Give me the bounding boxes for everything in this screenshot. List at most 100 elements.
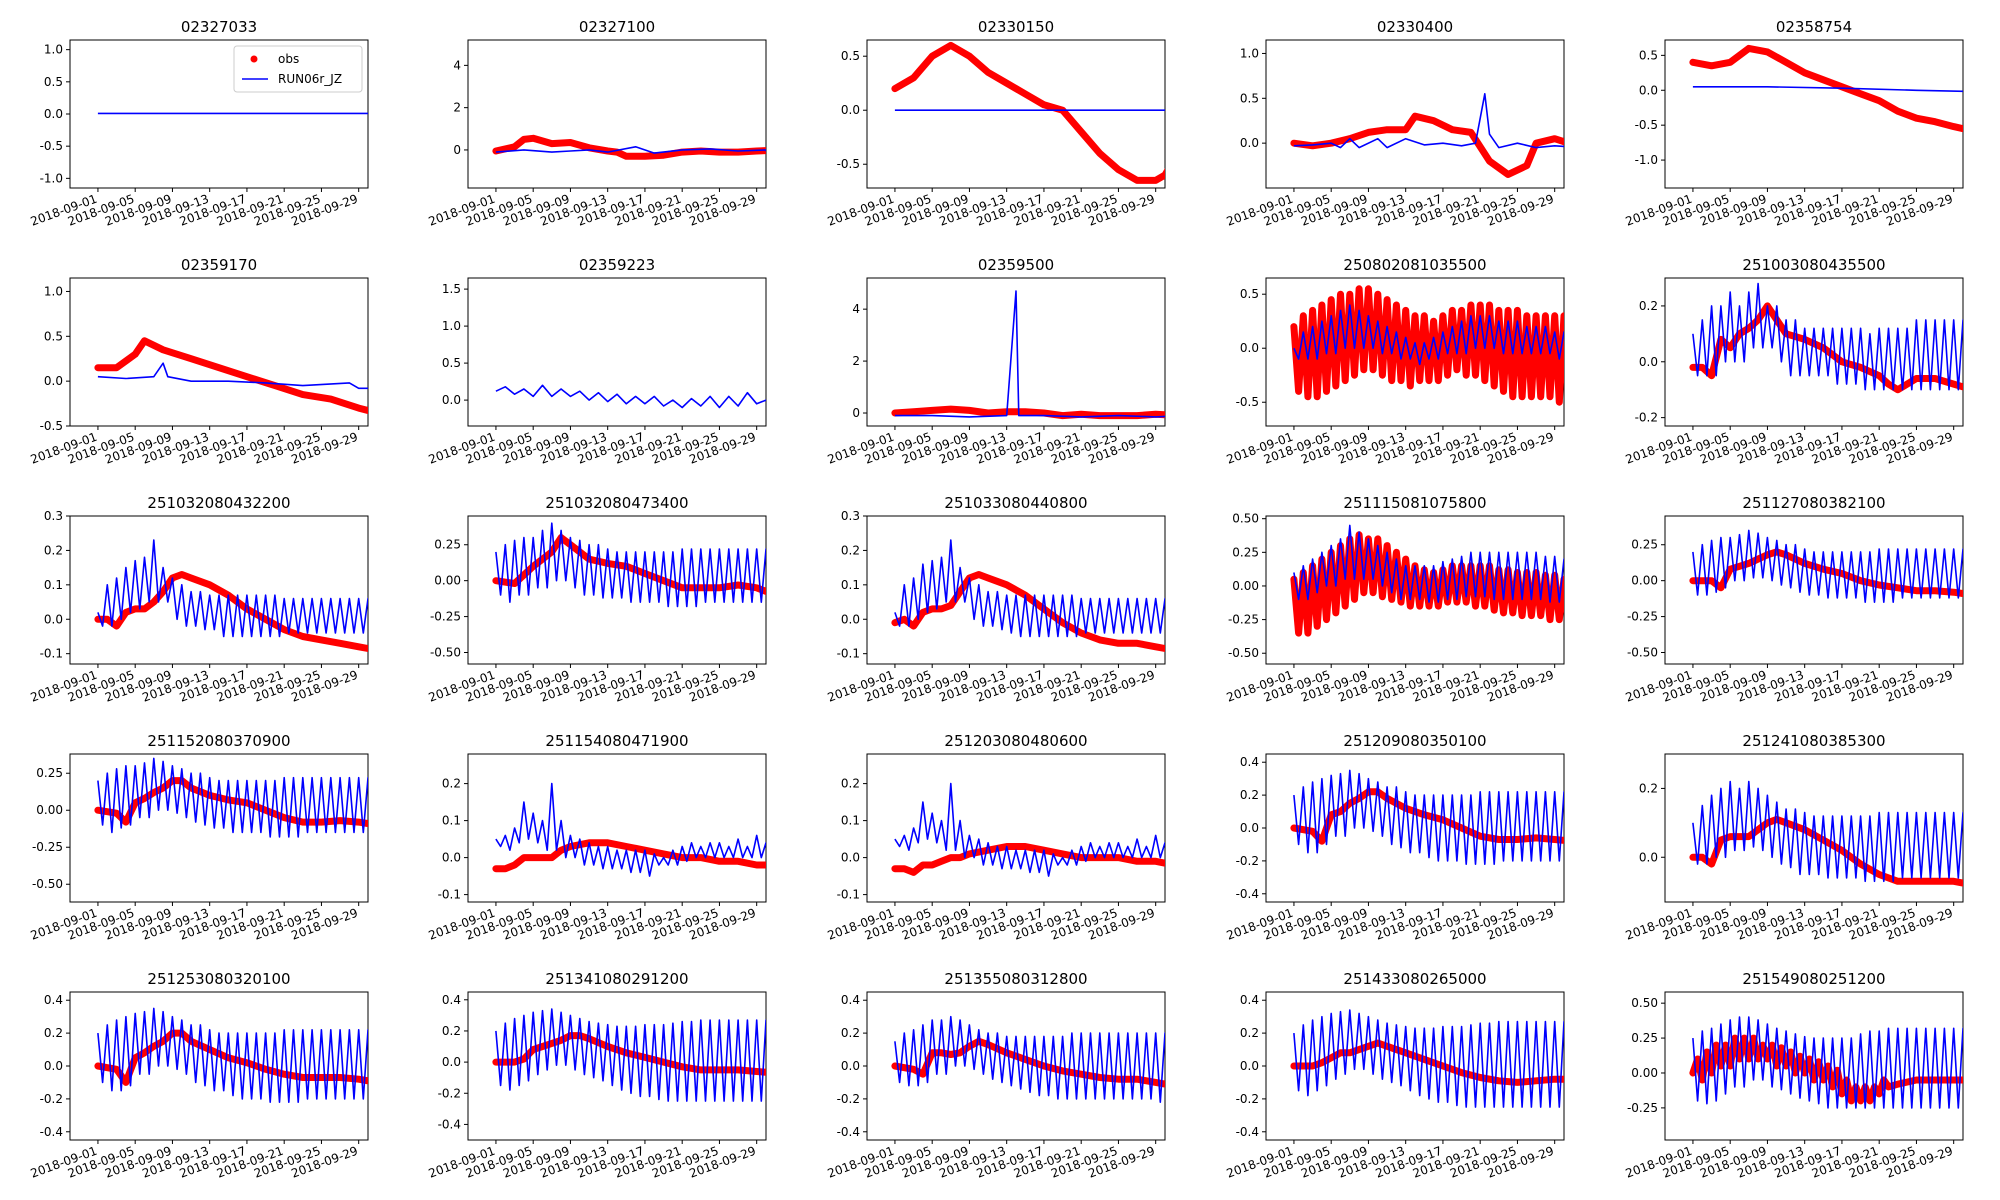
- y-tick-label: 1.0: [44, 284, 63, 298]
- model-series: [1293, 769, 1564, 866]
- subplot-02359500: 023595000242018-09-012018-09-052018-09-0…: [826, 256, 1166, 467]
- subplot-02327100: 023271000242018-09-012018-09-052018-09-0…: [427, 18, 767, 229]
- model-series: [1293, 1009, 1564, 1108]
- subplot-title: 251115081075800: [1343, 494, 1486, 512]
- subplot-02359223: 023592230.00.51.01.52018-09-012018-09-05…: [427, 256, 767, 467]
- y-tick-label: -0.50: [1228, 646, 1259, 660]
- y-tick-label: 0.3: [44, 509, 63, 523]
- subplot-251127080382100: 251127080382100-0.50-0.250.000.252018-09…: [1624, 494, 1964, 705]
- obs-series: [492, 134, 766, 160]
- y-tick-label: -0.2: [438, 1086, 461, 1100]
- y-tick-label: 0.2: [1240, 1026, 1259, 1040]
- y-tick-label: 0.00: [1631, 574, 1658, 588]
- y-tick-label: 0.0: [841, 851, 860, 865]
- y-tick-label: 0.25: [1232, 545, 1259, 559]
- y-tick-label: 0.00: [36, 803, 63, 817]
- y-tick-label: -0.4: [40, 1125, 63, 1139]
- y-tick-label: 0.1: [442, 814, 461, 828]
- y-tick-label: 0.00: [1232, 579, 1259, 593]
- y-tick-label: 0.25: [1631, 538, 1658, 552]
- obs-series: [1689, 815, 1963, 887]
- obs-series: [1290, 531, 1564, 637]
- y-tick-label: -0.5: [40, 139, 63, 153]
- y-tick-label: -0.1: [837, 647, 860, 661]
- legend-model-label: RUN06r_JZ: [278, 72, 342, 86]
- legend-box: [233, 45, 363, 93]
- subplot-title: 251003080435500: [1742, 256, 1885, 274]
- subplot-251115081075800: 251115081075800-0.50-0.250.000.250.50201…: [1225, 494, 1565, 705]
- y-tick-label: -0.5: [837, 157, 860, 171]
- y-tick-label: 0.4: [1240, 993, 1259, 1007]
- subplot-title: 02327100: [579, 18, 655, 36]
- model-series: [1692, 1016, 1963, 1109]
- model-series: [495, 522, 766, 608]
- legend-obs-label: obs: [278, 52, 299, 66]
- y-tick-label: -0.2: [1635, 411, 1658, 425]
- y-tick-label: -0.1: [837, 888, 860, 902]
- y-tick-label: 0.3: [841, 509, 860, 523]
- obs-series: [492, 839, 766, 873]
- model-series: [1293, 524, 1564, 603]
- y-tick-label: 0.2: [44, 1026, 63, 1040]
- model-series: [97, 539, 368, 638]
- subplot-title: 251253080320100: [147, 970, 290, 988]
- y-tick-label: 1.0: [44, 43, 63, 57]
- y-tick-label: 0.2: [841, 777, 860, 791]
- y-tick-label: 0.2: [1639, 299, 1658, 313]
- subplot-title: 02359223: [579, 256, 655, 274]
- y-tick-label: -0.1: [438, 888, 461, 902]
- legend: obs RUN06r_JZ: [233, 45, 363, 93]
- model-series: [894, 782, 1165, 877]
- subplot-251154080471900: 251154080471900-0.10.00.10.22018-09-0120…: [427, 732, 767, 943]
- model-series: [97, 757, 368, 838]
- subplot-251032080432200: 251032080432200-0.10.00.10.20.32018-09-0…: [29, 494, 369, 705]
- subplot-251241080385300: 2512410803853000.00.22018-09-012018-09-0…: [1624, 732, 1964, 943]
- model-series: [894, 1015, 1165, 1103]
- subplot-title: 251127080382100: [1742, 494, 1885, 512]
- y-tick-label: 0.5: [44, 75, 63, 89]
- y-tick-label: 0.1: [841, 578, 860, 592]
- subplot-title: 02330150: [978, 18, 1054, 36]
- y-tick-label: 0.00: [434, 574, 461, 588]
- y-tick-label: -0.25: [32, 840, 63, 854]
- subplot-title: 02358754: [1776, 18, 1852, 36]
- subplot-title: 02359500: [978, 256, 1054, 274]
- obs-series: [94, 337, 368, 415]
- subplot-title: 02359170: [181, 256, 257, 274]
- y-tick-label: 0.2: [841, 543, 860, 557]
- subplot-251203080480600: 251203080480600-0.10.00.10.22018-09-0120…: [826, 732, 1166, 943]
- y-tick-label: 0.2: [1639, 781, 1658, 795]
- y-tick-label: 0.00: [1631, 1066, 1658, 1080]
- y-tick-label: 1.0: [442, 319, 461, 333]
- y-tick-label: 0.4: [442, 993, 461, 1007]
- y-tick-label: 0: [852, 406, 860, 420]
- y-tick-label: 0: [453, 143, 461, 157]
- model-series: [495, 1008, 766, 1102]
- y-tick-label: 0.0: [1240, 821, 1259, 835]
- model-series: [1692, 86, 1963, 93]
- y-tick-label: -1.0: [1635, 153, 1658, 167]
- y-tick-label: -1.0: [40, 171, 63, 185]
- subplot-251355080312800: 251355080312800-0.4-0.20.00.20.42018-09-…: [826, 970, 1166, 1181]
- y-tick-label: 2: [852, 354, 860, 368]
- subplot-02330400: 023304000.00.51.02018-09-012018-09-05201…: [1225, 18, 1565, 229]
- obs-series: [1689, 44, 1963, 133]
- model-series: [894, 539, 1165, 638]
- subplot-251549080251200: 251549080251200-0.250.000.250.502018-09-…: [1624, 970, 1964, 1181]
- obs-series: [1689, 302, 1963, 394]
- model-series: [1293, 93, 1564, 149]
- y-tick-label: -0.25: [1627, 610, 1658, 624]
- axes-frame: [467, 39, 767, 189]
- y-tick-label: -0.1: [40, 647, 63, 661]
- y-tick-label: 2: [453, 101, 461, 115]
- y-tick-label: 0.0: [841, 103, 860, 117]
- axes-frame: [467, 277, 767, 427]
- y-tick-label: 0.0: [841, 612, 860, 626]
- y-tick-label: 0.0: [442, 393, 461, 407]
- y-tick-label: 0.0: [44, 374, 63, 388]
- subplot-title: 251033080440800: [944, 494, 1087, 512]
- y-tick-label: -0.4: [1236, 887, 1259, 901]
- obs-series: [1290, 112, 1564, 178]
- y-tick-label: -0.50: [32, 877, 63, 891]
